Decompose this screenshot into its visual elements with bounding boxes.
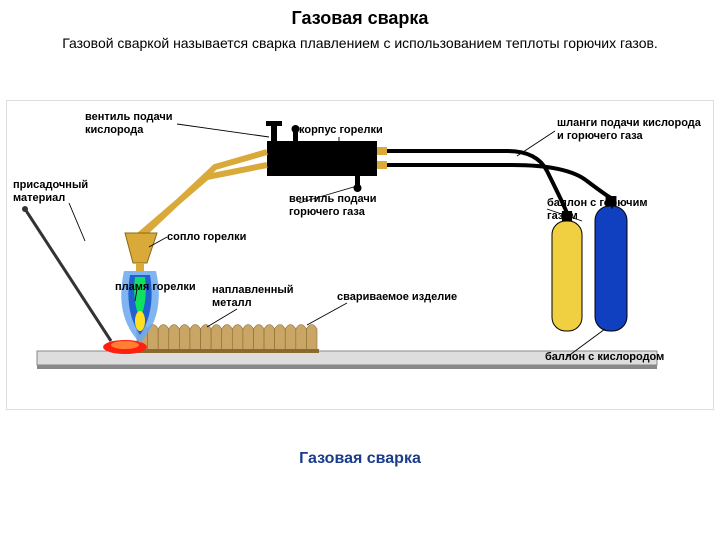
label-fuel-valve: вентиль подачи горючего газа	[289, 193, 377, 218]
diagram-svg	[7, 101, 715, 411]
label-filler: присадочный материал	[13, 179, 88, 204]
label-fuel-cylinder: баллон с горючим газом	[547, 197, 647, 222]
page-subtitle: Газовой сваркой называется сварка плавле…	[0, 29, 720, 51]
caption: Газовая сварка	[0, 450, 720, 468]
label-nozzle: сопло горелки	[167, 231, 246, 244]
label-deposited: наплавленный металл	[212, 284, 294, 309]
label-torch-body: корпус горелки	[299, 124, 383, 137]
page-title: Газовая сварка	[0, 0, 720, 29]
label-oxygen-valve: вентиль подачи кислорода	[85, 111, 173, 136]
label-oxygen-cyl: баллон с кислородом	[545, 351, 664, 364]
welding-diagram: вентиль подачи кислорода корпус горелки …	[6, 100, 714, 410]
label-hoses: шланги подачи кислорода и горючего газа	[557, 117, 701, 142]
label-workpiece: свариваемое изделие	[337, 291, 457, 304]
label-flame: пламя горелки	[115, 281, 196, 294]
